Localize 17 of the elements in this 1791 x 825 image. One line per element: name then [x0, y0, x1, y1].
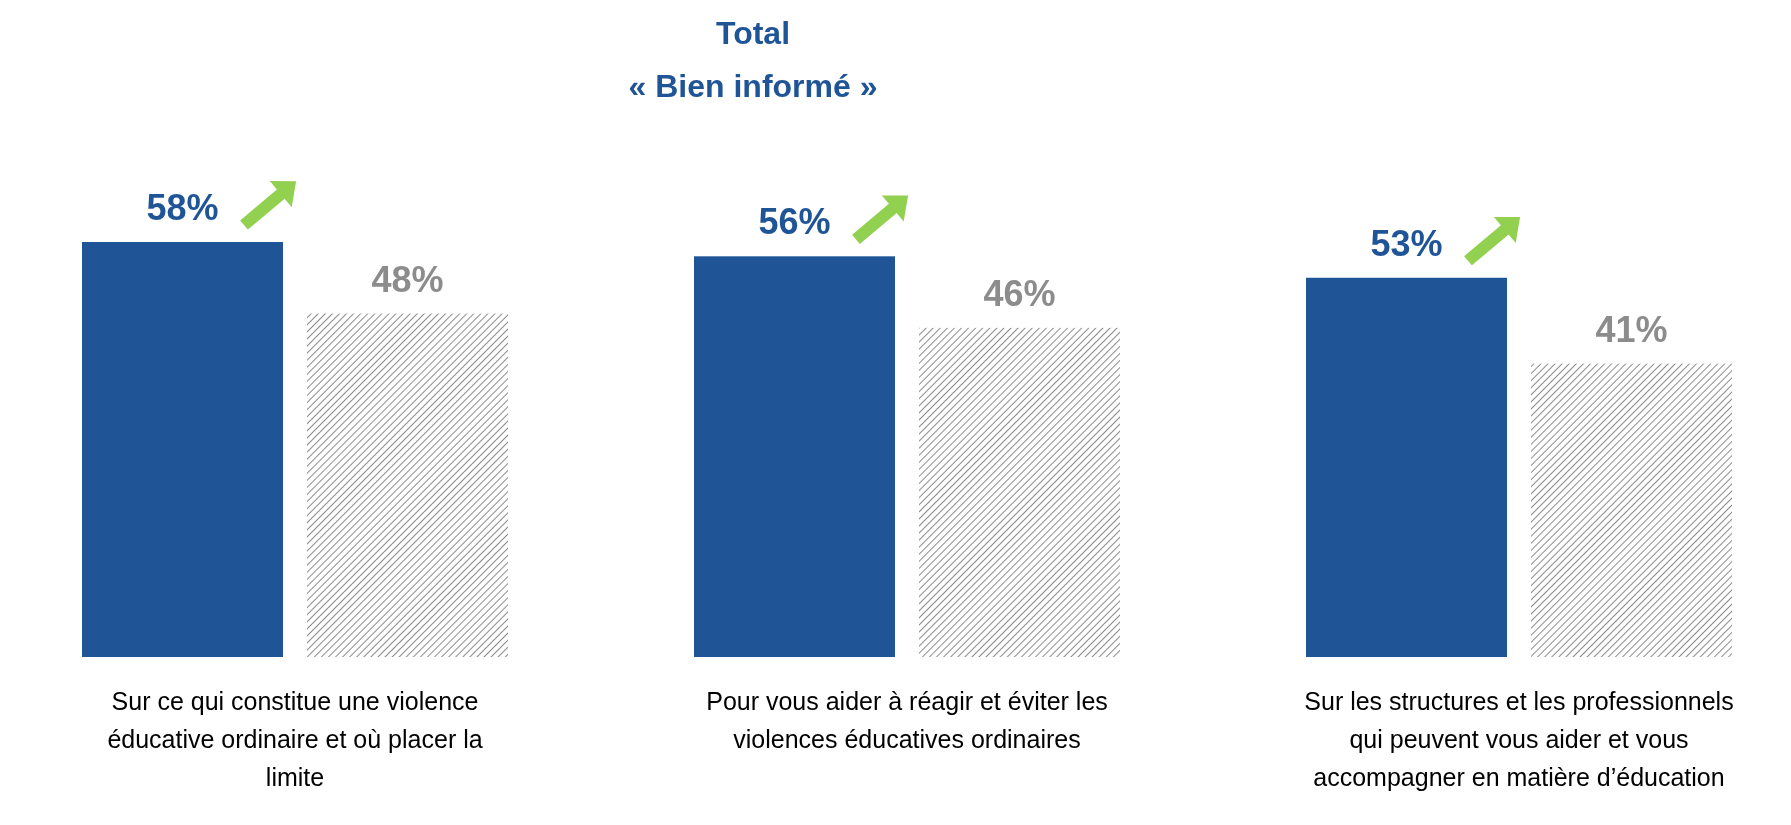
- data-label: 53%: [1370, 222, 1443, 264]
- data-label: 56%: [758, 201, 831, 243]
- chart-subtitle: « Bien informé »: [628, 68, 878, 104]
- x-tick-label: Sur les structures et les professionnels qui peuvent vous aider et vous accompagner en matière d’éducation: [1304, 687, 1734, 791]
- bar: [919, 327, 1120, 657]
- data-label: 46%: [983, 272, 1056, 314]
- bar: [82, 242, 283, 657]
- x-tick-label: Sur ce qui constitue une violence éducative ordinaire et où placer la limite: [107, 687, 483, 791]
- data-label: 58%: [146, 187, 219, 228]
- bar: [694, 256, 895, 657]
- bar: [1531, 363, 1732, 657]
- bar: [1306, 277, 1507, 657]
- chart-title: Total: [715, 15, 791, 51]
- bar: [307, 313, 508, 657]
- x-tick-label: Pour vous aider à réagir et éviter les violences éducatives ordinaires: [706, 687, 1108, 753]
- data-label: 41%: [1595, 308, 1668, 350]
- data-label: 48%: [371, 258, 444, 300]
